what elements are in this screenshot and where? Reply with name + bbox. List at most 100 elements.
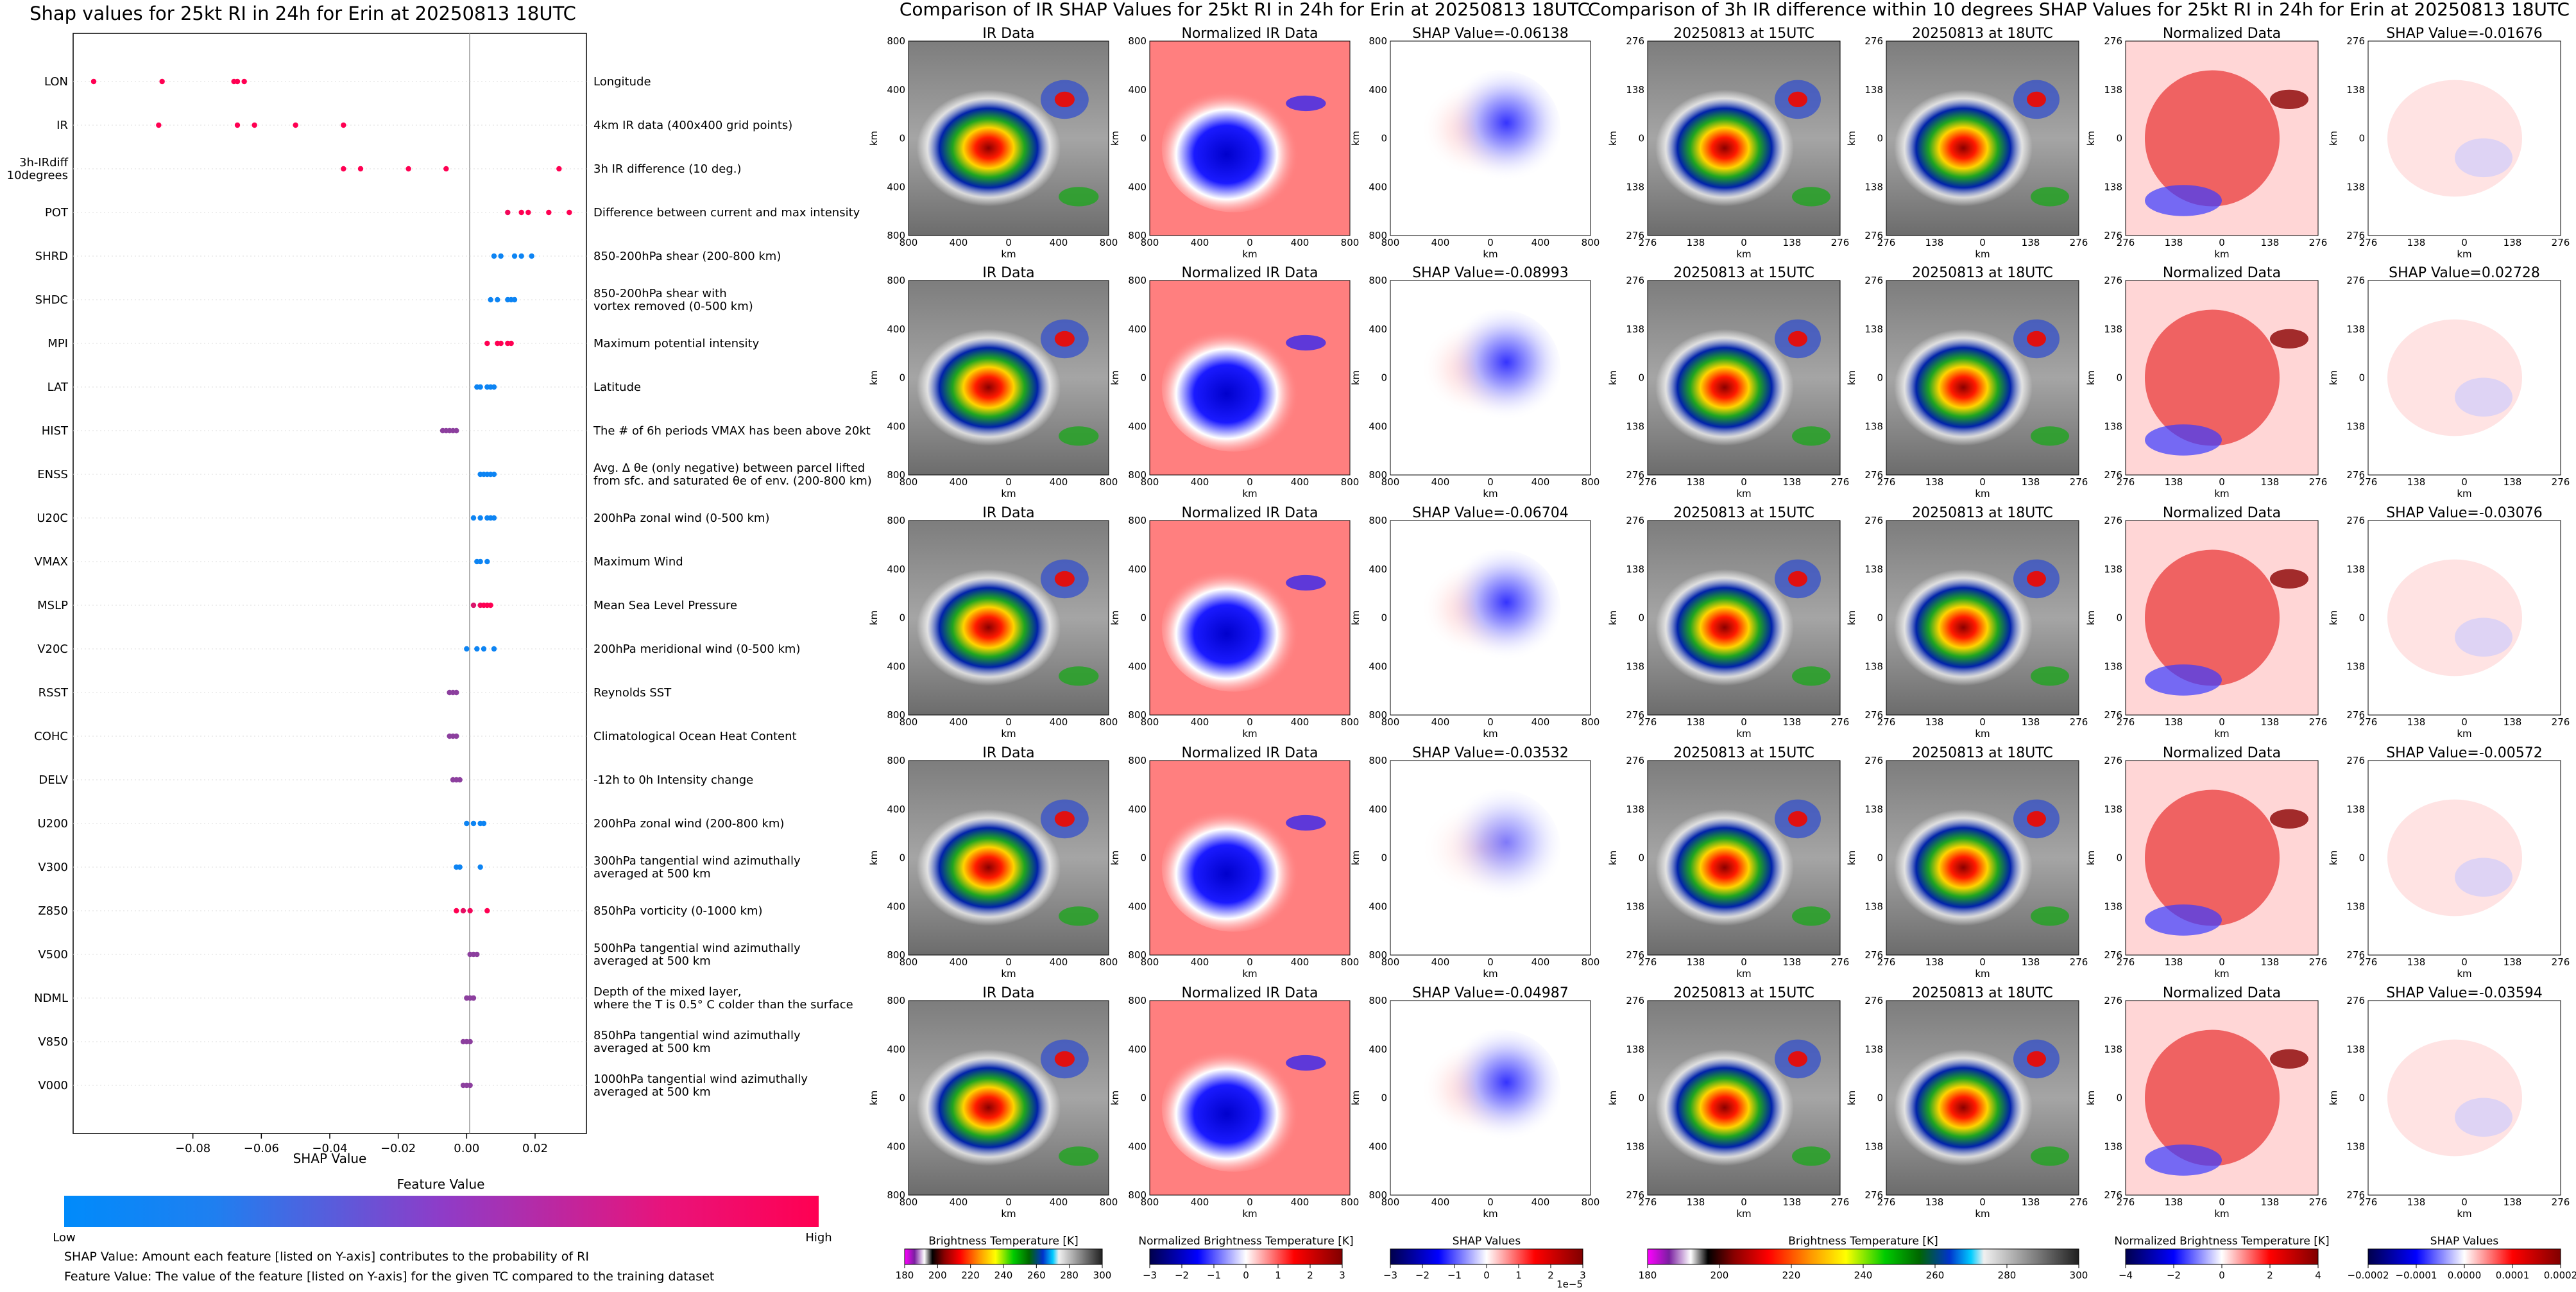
subplot-title: Normalized Data — [2163, 745, 2281, 761]
shap-point — [508, 340, 514, 347]
shap-negative-region — [1440, 70, 1561, 187]
norm-diff-positive — [2145, 1029, 2280, 1166]
ir-subplot: SHAP Value=-0.06138800800400400004004008… — [1350, 26, 1599, 260]
y-tick-label: 800 — [887, 755, 905, 766]
x-tick-label: 400 — [1050, 956, 1068, 968]
diff-shap-negative — [2455, 377, 2512, 417]
y-tick-label: 276 — [1626, 995, 1644, 1006]
y-tick-label: 0 — [1381, 1092, 1387, 1104]
feature-description: 850-200hPa shear (200-800 km) — [593, 250, 781, 263]
y-tick-label: 400 — [1369, 181, 1387, 193]
colorbar-tick-label: −3 — [1383, 1270, 1397, 1281]
ir-comparison-title: Comparison of IR SHAP Values for 25kt RI… — [900, 0, 1590, 20]
x-tick-label: 0 — [1247, 476, 1253, 488]
subplot-title: SHAP Value=-0.00572 — [2386, 745, 2543, 761]
ir-subplot: SHAP Value=-0.03532800800400400004004008… — [1350, 745, 1599, 979]
y-axis-label: km — [1350, 850, 1361, 865]
shap-point — [481, 646, 487, 652]
ir-heatmap-grid: IR Data 800 800 400 400 0 0 400 400 800 800 km km Nor… — [868, 26, 1599, 1219]
cloud-band-core — [1054, 1051, 1075, 1067]
irdiff-comparison-panel: Comparison of 3h IR difference within 10… — [1588, 0, 2576, 1281]
y-tick-label: 0 — [2358, 1092, 2365, 1104]
colorbar-tick-label: 180 — [1639, 1270, 1657, 1281]
colorbar-tick-label: 200 — [928, 1270, 947, 1281]
x-tick-label: 276 — [2359, 956, 2378, 968]
feature-row: V850 850hPa tangential wind azimuthallyav… — [38, 1029, 801, 1055]
y-tick-label: 0 — [2116, 372, 2122, 384]
y-tick-label: 400 — [887, 660, 905, 672]
shap-point — [491, 515, 497, 521]
x-tick-label: 800 — [1381, 956, 1400, 968]
x-tick-label: 276 — [1831, 956, 1850, 968]
shap-point — [474, 951, 480, 958]
y-tick-label: 138 — [2346, 900, 2365, 912]
x-tick-label: 138 — [1687, 956, 1705, 968]
colorbar-gradient — [2367, 1248, 2561, 1265]
cloud-band — [1059, 1146, 1099, 1166]
y-axis-label: km — [868, 370, 880, 385]
y-axis-label: km — [2085, 1090, 2097, 1105]
subplot-title: 20250813 at 15UTC — [1673, 26, 1814, 42]
x-tick-label: 138 — [2407, 237, 2426, 248]
y-tick-label: 0 — [899, 1092, 905, 1104]
irdiff-subplot: SHAP Value=-0.00572276276138138001381382… — [2328, 745, 2570, 979]
map-frame — [1647, 280, 1841, 476]
y-tick-label: 276 — [2346, 469, 2365, 481]
feature-name-label: LON — [44, 75, 68, 89]
y-axis-label: km — [2085, 850, 2097, 865]
feature-row: POT Difference between current and max in… — [45, 206, 860, 220]
y-tick-label: 276 — [2346, 709, 2365, 721]
y-axis-label: km — [868, 131, 880, 146]
y-tick-label: 138 — [1864, 660, 1883, 672]
x-tick-label: 276 — [1831, 476, 1850, 488]
y-tick-label: 400 — [1128, 181, 1147, 193]
y-tick-label: 400 — [1369, 1044, 1387, 1055]
x-tick-label: 800 — [1141, 476, 1159, 488]
norm-diff-core — [2270, 329, 2308, 349]
x-tick-label: 0 — [1487, 716, 1494, 728]
x-tick-label: 276 — [2359, 1196, 2378, 1208]
x-tick-label: 138 — [2022, 476, 2040, 488]
norm-diff-core — [2270, 1049, 2308, 1069]
feature-row: DELV -12h to 0h Intensity change — [38, 773, 753, 787]
y-tick-label: 400 — [1128, 323, 1147, 335]
feature-name-label: SHDC — [35, 293, 68, 307]
y-tick-label: 400 — [887, 564, 905, 575]
shap-point — [556, 166, 562, 172]
shap-point — [454, 689, 459, 696]
map-frame — [2367, 520, 2561, 716]
y-tick-label: 0 — [2116, 133, 2122, 144]
shap-point — [293, 122, 298, 128]
feature-description: 850hPa vorticity (0-1000 km) — [593, 904, 763, 918]
colorbar-tick-label: 4 — [2315, 1270, 2321, 1281]
x-tick-label: 0 — [1247, 956, 1253, 968]
feature-value-title: Feature Value — [397, 1176, 485, 1192]
feature-name-label: Z850 — [38, 904, 68, 918]
feature-row: LAT Latitude — [47, 381, 641, 394]
y-tick-label: 800 — [1369, 949, 1387, 961]
y-tick-label: 0 — [2358, 133, 2365, 144]
summary-x-axis: −0.08 −0.06 −0.04 −0.02 0.00 0.02 — [175, 1133, 548, 1155]
irdiff-heatmap-grid: 20250813 at 15UTC 276 276 138 138 0 0 138 138 276… — [1607, 26, 2570, 1219]
subplot-title: Normalized Data — [2163, 505, 2281, 521]
x-tick-label: 800 — [1100, 956, 1118, 968]
map-frame — [1149, 40, 1351, 236]
y-tick-label: 276 — [2346, 275, 2365, 286]
storm-core — [916, 809, 1061, 926]
x-tick-label: 138 — [2261, 1196, 2280, 1208]
map-frame — [1390, 520, 1591, 716]
y-tick-label: 276 — [1626, 515, 1644, 526]
x-tick-label: 400 — [950, 1196, 968, 1208]
y-tick-label: 138 — [2104, 1044, 2122, 1055]
subplot-title: IR Data — [982, 985, 1034, 1001]
diff-shap-positive — [2387, 799, 2522, 917]
x-tick-label: 276 — [2070, 476, 2088, 488]
y-tick-label: 800 — [1128, 230, 1147, 241]
x-tick-label: 800 — [900, 476, 918, 488]
storm-core — [1894, 89, 2033, 207]
y-axis-label: km — [1109, 1090, 1121, 1105]
x-axis-label: km — [2214, 1208, 2229, 1219]
cloud-band-core — [1788, 811, 1807, 827]
x-tick-label: 800 — [1341, 716, 1360, 728]
